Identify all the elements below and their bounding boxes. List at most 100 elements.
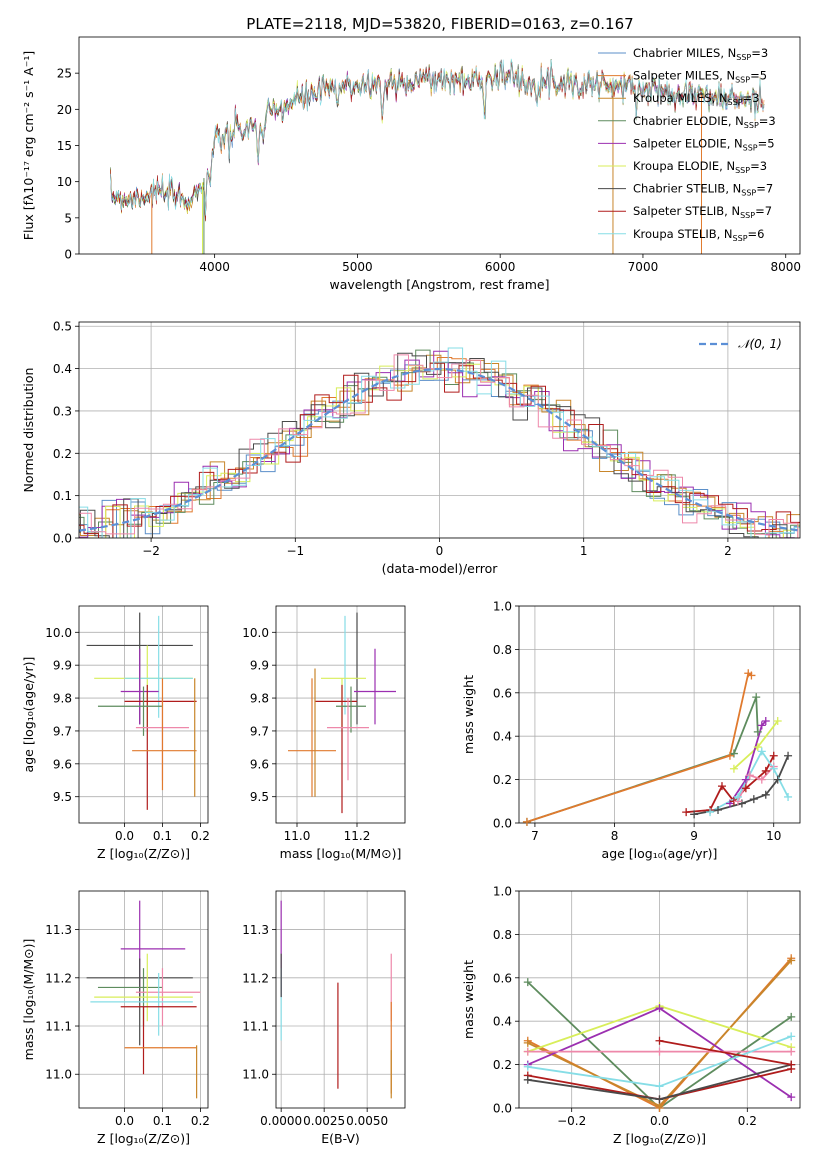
weight-marker	[753, 727, 762, 736]
axes-frame	[78, 890, 209, 1109]
weight-marker	[717, 782, 726, 791]
plot-area	[276, 891, 405, 1108]
y-tick-label: 9.9	[53, 659, 72, 673]
panel-weight-vs-age: 7 8 9 10 0.0 0.2 0.4 0.6 0.8 1.0 age [log₁₀(age/yr…	[461, 600, 801, 861]
histogram-step	[79, 352, 800, 538]
x-tick-label: 8000	[770, 260, 801, 274]
weight-marker	[773, 775, 782, 784]
weight-marker	[757, 747, 766, 756]
y-tick-label: 15	[57, 139, 72, 153]
y-tick-label: 11.1	[45, 1020, 72, 1034]
legend-label: Kroupa ELODIE, NSSP=3	[633, 159, 767, 175]
x-tick-label: 0.2	[738, 1114, 757, 1128]
axes-frame	[518, 605, 801, 824]
weight-marker	[655, 1004, 664, 1013]
y-tick-label: 5	[64, 211, 72, 225]
y-tick-label: 11.0	[242, 1068, 269, 1082]
weight-marker	[787, 1047, 796, 1056]
x-tick-label: 6000	[485, 260, 516, 274]
weight-marker	[733, 792, 742, 801]
weight-marker	[655, 1095, 664, 1104]
y-tick-label: 0.8	[493, 928, 512, 942]
weight-marker	[753, 743, 762, 752]
legend-label: Chabrier ELODIE, NSSP=3	[633, 114, 776, 130]
legend-label: Salpeter ELODIE, NSSP=5	[633, 136, 775, 152]
legend-label: 𝒩(0, 1)	[738, 337, 782, 351]
y-tick-label: 0.4	[493, 730, 512, 744]
y-tick-label: 9.6	[53, 757, 72, 771]
y-tick-label: 9.8	[250, 692, 269, 706]
weight-marker	[522, 817, 531, 826]
weight-marker	[523, 1047, 532, 1056]
weight-marker	[769, 764, 778, 773]
x-axis-label: Z [log₁₀(Z/Z⊙)]	[97, 1131, 190, 1146]
y-axis-label: age [log₁₀(age/yr)]	[21, 657, 36, 773]
weight-marker	[752, 693, 761, 702]
y-axis-label: mass [log₁₀(M/M⊙)]	[21, 939, 36, 1061]
y-tick-label: 0.8	[493, 643, 512, 657]
legend-sub: SSP	[743, 143, 758, 152]
y-tick-label: 9.7	[53, 724, 72, 738]
y-tick-label: 9.9	[250, 659, 269, 673]
panel-weight-vs-Z: −0.2 0.0 0.2 0.0 0.2 0.4 0.6 0.8 1.0 Z [log₁₀(Z/Z…	[461, 885, 801, 1146]
y-tick-label: 20	[57, 103, 72, 117]
histogram-step	[79, 362, 800, 538]
legend-sub: SSP	[733, 234, 748, 243]
y-tick-label: 9.5	[53, 790, 72, 804]
weight-marker	[769, 751, 778, 760]
plot-area	[519, 891, 800, 1108]
weight-marker	[761, 790, 770, 799]
x-tick-label: 9	[690, 829, 698, 843]
weight-marker	[690, 810, 699, 819]
y-axis-label: mass weight	[461, 960, 476, 1039]
legend-sub: SSP	[735, 76, 750, 85]
y-tick-label: 9.5	[250, 790, 269, 804]
y-tick-label: 0.2	[493, 1058, 512, 1072]
y-tick-label: 1.0	[493, 600, 512, 614]
y-tick-label: 11.1	[242, 1020, 269, 1034]
weight-marker	[757, 775, 766, 784]
weight-marker	[729, 764, 738, 773]
x-tick-label: 0.1	[153, 1114, 172, 1128]
x-axis-label: Z [log₁₀(Z/Z⊙)]	[97, 846, 190, 861]
weight-marker	[714, 805, 723, 814]
y-tick-label: 11.2	[242, 971, 269, 985]
panel-age-vs-mass: 11.0 11.2 9.5 9.6 9.7 9.8 9.9 10.0 mass [log₁₀(M…	[242, 605, 406, 861]
y-tick-label: 11.3	[242, 923, 269, 937]
x-axis-label: (data-model)/error	[382, 561, 499, 576]
histogram-step	[79, 354, 800, 536]
legend-sub: SSP	[741, 189, 756, 198]
x-axis-label: wavelength [Angstrom, rest frame]	[329, 277, 549, 292]
x-tick-label: 0.0025	[303, 1114, 345, 1128]
x-tick-label: 7	[531, 829, 539, 843]
weight-line	[729, 720, 767, 805]
weight-marker	[749, 795, 758, 804]
axes-frame	[275, 890, 406, 1109]
weight-line	[659, 1039, 792, 1066]
y-tick-label: 0.5	[53, 320, 72, 334]
legend-label: Kroupa STELIB, NSSP=6	[633, 227, 764, 243]
weight-marker	[784, 751, 793, 760]
weight-marker	[761, 766, 770, 775]
y-tick-label: 0.4	[493, 1015, 512, 1029]
legend-label: Salpeter MILES, NSSP=5	[633, 69, 767, 85]
x-tick-label: 1	[580, 544, 588, 558]
y-tick-label: 10.0	[242, 626, 269, 640]
spectrum-line	[110, 58, 765, 216]
plot-area	[79, 606, 208, 823]
weight-marker	[523, 1038, 532, 1047]
x-tick-label: 2	[724, 544, 732, 558]
weight-marker	[682, 808, 691, 817]
x-tick-label: 5000	[342, 260, 373, 274]
y-axis-label: Normed distribution	[21, 368, 36, 493]
x-tick-label: −0.2	[557, 1114, 586, 1128]
legend-tail: =5	[758, 136, 775, 150]
x-tick-label: −1	[286, 544, 304, 558]
weight-marker	[523, 1062, 532, 1071]
legend-sub: SSP	[736, 53, 751, 62]
weight-marker	[523, 1075, 532, 1084]
x-tick-label: 0.0000	[260, 1114, 302, 1128]
x-tick-label: 0.2	[191, 829, 210, 843]
weight-marker	[784, 792, 793, 801]
